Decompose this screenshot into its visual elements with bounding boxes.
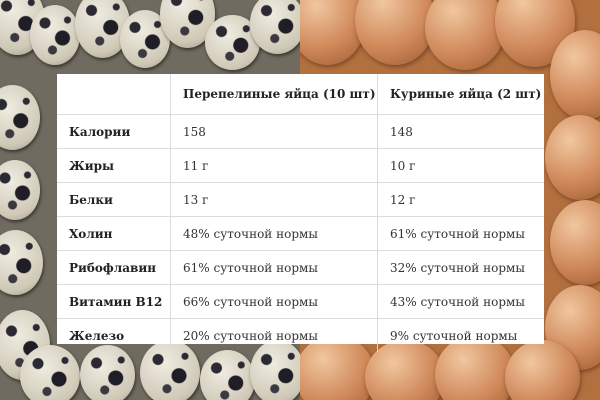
quail-egg: [250, 0, 300, 54]
row-label: Железо: [69, 328, 125, 343]
chicken-value: 32% суточной нормы: [377, 250, 544, 285]
row-label: Жиры: [57, 148, 171, 183]
quail-egg: [0, 230, 43, 295]
row-label: Витамин B12: [57, 284, 171, 319]
table-row: Железо 20% суточной нормы 9% суточной но…: [57, 318, 544, 352]
quail-egg: [200, 350, 255, 400]
quail-value: 66% суточной нормы: [170, 284, 378, 319]
row-label: Рибофлавин: [57, 250, 171, 285]
quail-value: 158: [170, 114, 378, 149]
chicken-egg: [355, 0, 435, 65]
quail-value: 61% суточной нормы: [170, 250, 378, 285]
quail-egg: [80, 345, 135, 400]
row-label: Холин: [57, 216, 171, 251]
quail-value: 20% суточной нормы: [170, 318, 378, 352]
chicken-egg: [550, 30, 600, 120]
chicken-value: 10 г: [377, 148, 544, 183]
chicken-value: 9% суточной нормы: [377, 318, 544, 352]
table-row: Рибофлавин 61% суточной нормы 32% суточн…: [57, 250, 544, 285]
column-header-nutrient: [57, 74, 171, 115]
table-header-row: Перепелиные яйца (10 шт) Куриные яйца (2…: [57, 74, 544, 115]
table-row: Калории 158 148: [57, 114, 544, 149]
quail-value: 11 г: [170, 148, 378, 183]
chicken-egg: [425, 0, 505, 70]
chicken-egg: [550, 200, 600, 285]
chicken-value: 43% суточной нормы: [377, 284, 544, 319]
quail-egg: [20, 345, 80, 400]
table-row: Белки 13 г 12 г: [57, 182, 544, 217]
quail-value: 13 г: [170, 182, 378, 217]
quail-egg: [0, 160, 40, 220]
quail-egg: [30, 5, 80, 65]
table-row: Жиры 11 г 10 г: [57, 148, 544, 183]
nutrition-comparison-table: Перепелиные яйца (10 шт) Куриные яйца (2…: [57, 74, 544, 352]
comparison-table: Перепелиные яйца (10 шт) Куриные яйца (2…: [57, 74, 544, 352]
quail-egg: [0, 85, 40, 150]
chicken-egg: [545, 115, 600, 200]
column-header-chicken-eggs: Куриные яйца (2 шт): [377, 74, 544, 115]
table-row: Холин 48% суточной нормы 61% суточной но…: [57, 216, 544, 251]
row-label: Калории: [57, 114, 171, 149]
column-header-quail-eggs: Перепелиные яйца (10 шт): [170, 74, 378, 115]
row-label: Белки: [57, 182, 171, 217]
chicken-value: 12 г: [377, 182, 544, 217]
quail-value: 48% суточной нормы: [170, 216, 378, 251]
table-row: Витамин B12 66% суточной нормы 43% суточ…: [57, 284, 544, 319]
chicken-value: 61% суточной нормы: [377, 216, 544, 251]
chicken-value: 148: [377, 114, 544, 149]
